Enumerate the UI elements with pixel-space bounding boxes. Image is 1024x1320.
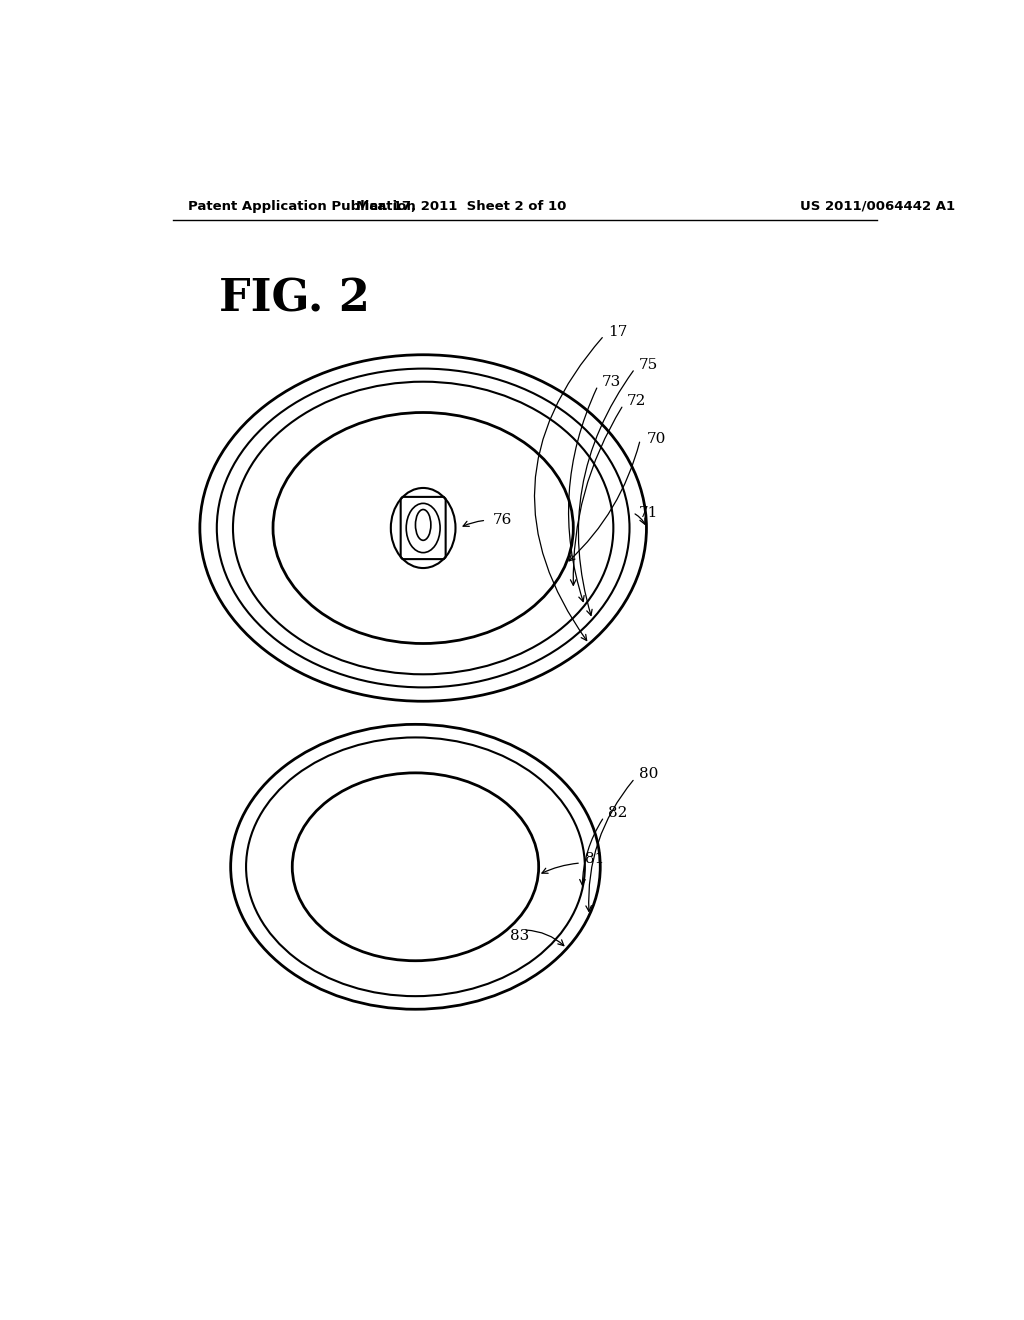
Text: Mar. 17, 2011  Sheet 2 of 10: Mar. 17, 2011 Sheet 2 of 10 [356, 199, 567, 213]
Text: 80: 80 [639, 767, 658, 781]
Text: Patent Application Publication: Patent Application Publication [188, 199, 416, 213]
Text: 76: 76 [493, 513, 512, 527]
Text: 72: 72 [628, 393, 646, 408]
Text: 75: 75 [639, 358, 658, 372]
Text: 73: 73 [602, 375, 621, 388]
Text: 17: 17 [608, 325, 628, 339]
Text: FIG. 2: FIG. 2 [219, 277, 370, 321]
Text: 71: 71 [639, 506, 658, 520]
Text: US 2011/0064442 A1: US 2011/0064442 A1 [801, 199, 955, 213]
Text: 81: 81 [585, 853, 604, 866]
Text: 83: 83 [510, 929, 529, 942]
Text: 70: 70 [646, 433, 666, 446]
Text: 82: 82 [608, 807, 628, 820]
